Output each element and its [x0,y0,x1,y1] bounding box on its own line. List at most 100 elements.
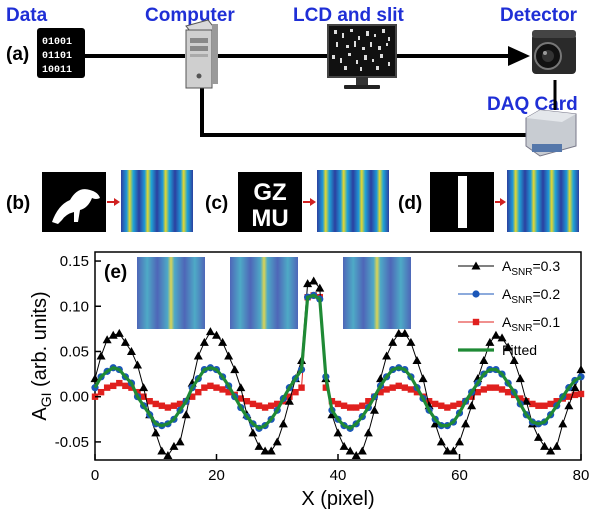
panel-label-d: (d) [398,193,422,214]
object-letters-line: MU [251,205,288,232]
data-point [205,327,215,336]
data-point [126,346,136,355]
panel-label-b: (b) [6,193,30,214]
legend-entry: ASNR=0.3 [458,258,560,278]
data-point [504,388,512,396]
data-point [103,384,111,391]
data-point [120,337,130,346]
object-panel-c: (c) GZ MU [205,170,389,232]
data-point [248,428,258,437]
data-point [577,390,585,398]
data-point [351,450,361,459]
data-point [389,384,396,391]
data-icon-line: 01101 [42,51,72,62]
legend-entry: ASNR=0.1 [458,314,560,334]
data-point [503,342,513,351]
fringe-pattern [121,170,193,232]
data-point [219,386,226,393]
data-point [249,400,257,408]
data-point [90,374,100,383]
schematic-panel: (a) Data Computer LCD and slit Detector … [6,5,578,157]
data-point [157,446,167,455]
object-panel-d: (d) [398,170,579,232]
data-point [134,388,141,396]
data-point [509,356,519,365]
data-point [461,419,471,428]
slit-icon [458,176,467,228]
x-tick-label: 80 [573,467,590,484]
data-icon: 01001 01101 10011 [37,28,85,78]
data-point [468,393,475,400]
data-point [267,402,275,409]
data-point [382,351,392,360]
lcd-icon [327,24,397,89]
data-point [442,446,452,455]
data-point [425,398,433,405]
data-point [491,330,501,339]
y-axis-title-sub: GI [38,393,54,408]
data-point [97,388,105,396]
data-point [400,328,410,337]
inset-fringe-image [230,257,298,329]
series-group [90,276,586,459]
y-axis-title: AGI (arb. units) [29,291,54,420]
data-point [322,384,330,391]
data-icon-line: 10011 [42,65,72,76]
data-point [114,328,124,337]
data-point [133,360,143,369]
data-point [266,446,276,455]
data-point [292,388,299,396]
data-point [345,446,355,455]
data-point [151,428,161,437]
data-point [546,446,556,455]
data-point [541,402,548,409]
data-point [448,446,458,455]
chart-panel-e: 0 20 40 60 80 -0.05 0.00 0.05 0.10 0.15 (e) X (pi… [29,251,590,510]
connection-lines [85,46,557,137]
data-point [444,404,451,411]
data-point [369,405,379,414]
panel-label-c: (c) [205,193,228,214]
data-point [486,384,494,391]
fringe-pattern [507,170,579,232]
data-point [533,432,543,441]
data-point [480,386,487,393]
data-point [146,398,153,405]
data-point [455,437,464,446]
data-point [412,356,422,365]
data-point [353,404,360,411]
detector-label: Detector [500,5,578,26]
data-point [163,450,173,459]
data-point [158,402,166,409]
data-point [169,441,179,450]
data-point [474,388,481,396]
data-point [436,437,446,446]
data-point [492,384,500,391]
data-point [388,337,398,346]
data-point [274,400,281,408]
data-point [517,395,524,402]
data-point [515,374,525,383]
inset-images [137,257,411,329]
data-icon-line: 01001 [42,37,72,48]
data-point [418,374,428,383]
data-point [218,337,228,346]
x-tick-label: 0 [91,467,99,484]
data-point [430,419,440,428]
data-point [377,388,384,396]
data-point [278,419,288,428]
data-label: Data [6,5,48,26]
legend-entry: ASNR=0.2 [458,286,560,306]
data-point [535,402,542,409]
animal-silhouette-icon [52,189,100,224]
data-point [286,393,293,400]
y-axis-title-suffix: (arb. units) [29,291,51,392]
legend-label: Fitted [502,342,537,358]
data-point [401,384,409,391]
data-point [570,383,580,392]
data-point [383,386,390,393]
data-point [547,400,554,408]
data-point [438,402,445,409]
data-point [413,388,421,396]
data-point [181,410,191,419]
